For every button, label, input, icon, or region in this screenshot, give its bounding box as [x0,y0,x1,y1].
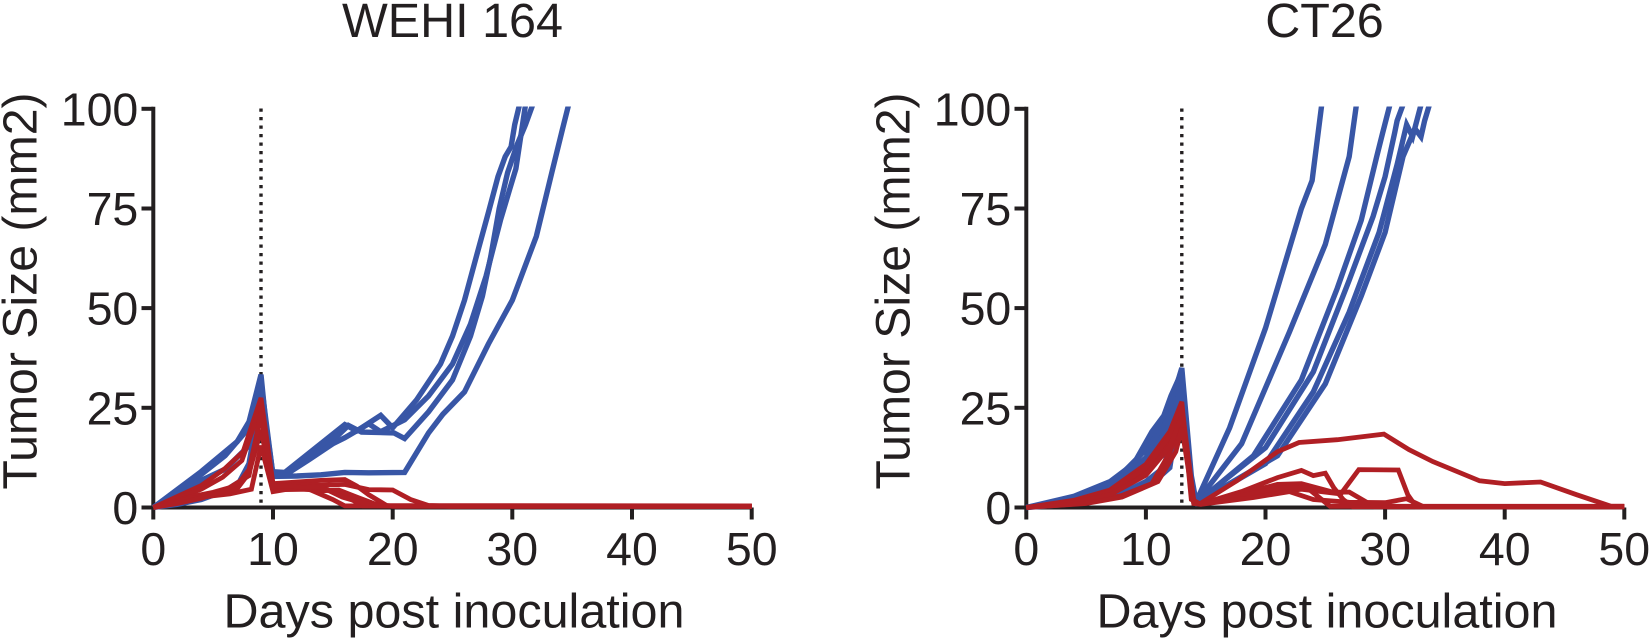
svg-text:0: 0 [140,523,166,575]
svg-text:50: 50 [87,283,139,335]
svg-text:75: 75 [960,183,1012,235]
svg-text:50: 50 [960,283,1012,335]
svg-text:50: 50 [1598,523,1650,575]
svg-text:25: 25 [960,382,1012,434]
svg-text:40: 40 [1479,523,1531,575]
svg-text:30: 30 [1359,523,1411,575]
svg-text:10: 10 [1120,523,1172,575]
svg-text:0: 0 [112,482,138,534]
svg-text:100: 100 [61,83,139,135]
svg-text:Tumor Size (mm2): Tumor Size (mm2) [0,92,48,489]
svg-text:75: 75 [87,183,139,235]
svg-text:10: 10 [247,523,299,575]
svg-text:Days post inoculation: Days post inoculation [223,585,684,639]
svg-text:100: 100 [934,83,1012,135]
svg-text:25: 25 [87,382,139,434]
svg-text:Days post inoculation: Days post inoculation [1096,585,1557,639]
svg-text:20: 20 [367,523,419,575]
svg-text:CT26: CT26 [1265,0,1384,48]
svg-text:50: 50 [726,523,778,575]
svg-text:Tumor Size (mm2): Tumor Size (mm2) [867,92,921,489]
svg-text:40: 40 [606,523,658,575]
svg-text:0: 0 [1013,523,1039,575]
svg-text:20: 20 [1240,523,1292,575]
svg-text:30: 30 [486,523,538,575]
svg-text:WEHI 164: WEHI 164 [342,0,563,48]
svg-text:0: 0 [985,482,1011,534]
